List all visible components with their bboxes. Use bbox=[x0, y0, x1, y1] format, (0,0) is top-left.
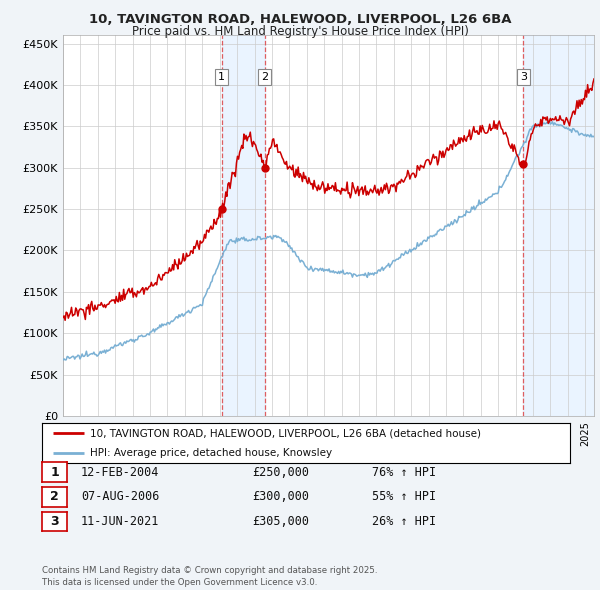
Text: £305,000: £305,000 bbox=[252, 515, 309, 528]
Text: £250,000: £250,000 bbox=[252, 466, 309, 478]
Text: 3: 3 bbox=[520, 72, 527, 82]
Text: £300,000: £300,000 bbox=[252, 490, 309, 503]
Text: 2: 2 bbox=[261, 72, 268, 82]
Bar bbox=[523, 35, 594, 416]
Text: HPI: Average price, detached house, Knowsley: HPI: Average price, detached house, Know… bbox=[89, 448, 332, 458]
Text: 12-FEB-2004: 12-FEB-2004 bbox=[81, 466, 160, 478]
Text: Contains HM Land Registry data © Crown copyright and database right 2025.
This d: Contains HM Land Registry data © Crown c… bbox=[42, 566, 377, 587]
Text: 10, TAVINGTON ROAD, HALEWOOD, LIVERPOOL, L26 6BA: 10, TAVINGTON ROAD, HALEWOOD, LIVERPOOL,… bbox=[89, 13, 511, 26]
Bar bbox=[222, 35, 265, 416]
Text: 3: 3 bbox=[50, 515, 59, 528]
Text: Price paid vs. HM Land Registry's House Price Index (HPI): Price paid vs. HM Land Registry's House … bbox=[131, 25, 469, 38]
Text: 55% ↑ HPI: 55% ↑ HPI bbox=[372, 490, 436, 503]
Text: 1: 1 bbox=[218, 72, 225, 82]
Text: 2: 2 bbox=[50, 490, 59, 503]
Text: 11-JUN-2021: 11-JUN-2021 bbox=[81, 515, 160, 528]
Text: 76% ↑ HPI: 76% ↑ HPI bbox=[372, 466, 436, 478]
Text: 10, TAVINGTON ROAD, HALEWOOD, LIVERPOOL, L26 6BA (detached house): 10, TAVINGTON ROAD, HALEWOOD, LIVERPOOL,… bbox=[89, 428, 481, 438]
Text: 07-AUG-2006: 07-AUG-2006 bbox=[81, 490, 160, 503]
Text: 1: 1 bbox=[50, 466, 59, 478]
Text: 26% ↑ HPI: 26% ↑ HPI bbox=[372, 515, 436, 528]
